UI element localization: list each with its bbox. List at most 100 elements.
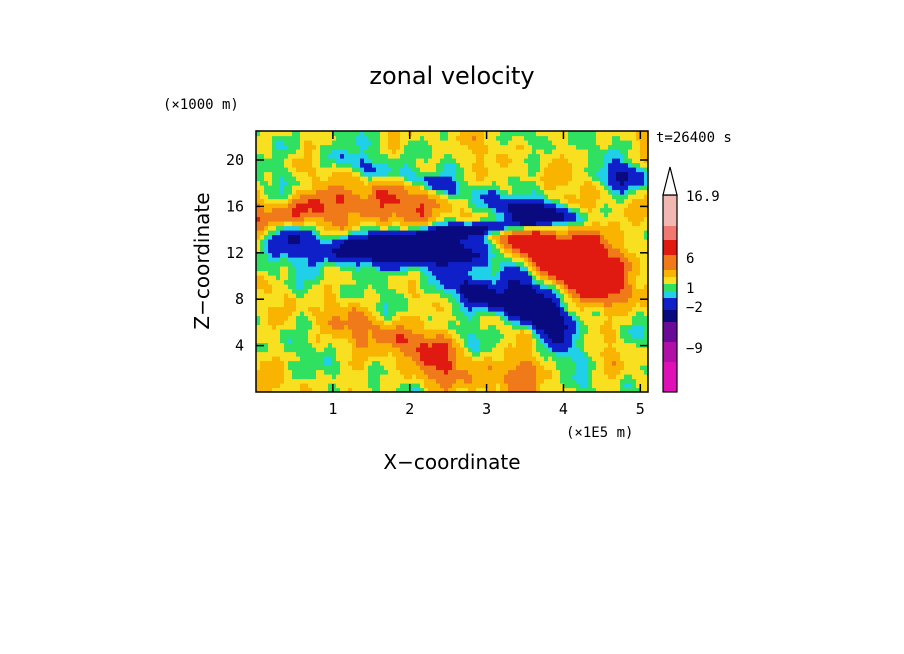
- field-cell: [560, 189, 565, 195]
- field-cell: [516, 351, 521, 357]
- field-cell: [336, 221, 341, 227]
- field-cell: [516, 234, 521, 240]
- field-cell: [352, 171, 357, 177]
- field-cell: [428, 306, 433, 312]
- field-cell: [288, 194, 293, 200]
- field-cell: [476, 189, 481, 195]
- field-cell: [456, 185, 461, 191]
- field-cell: [476, 342, 481, 348]
- field-cell: [568, 212, 573, 218]
- field-cell: [500, 198, 505, 204]
- field-cell: [360, 387, 365, 392]
- field-cell: [376, 266, 381, 272]
- field-cell: [400, 356, 405, 362]
- field-cell: [572, 158, 577, 164]
- field-cell: [396, 239, 401, 245]
- field-cell: [296, 315, 301, 321]
- field-cell: [264, 230, 269, 236]
- field-cell: [348, 261, 353, 267]
- field-cell: [592, 144, 597, 150]
- field-cell: [576, 311, 581, 317]
- field-cell: [336, 212, 341, 218]
- field-cell: [544, 356, 549, 362]
- field-cell: [504, 378, 509, 384]
- field-cell: [396, 212, 401, 218]
- field-cell: [504, 293, 509, 299]
- field-cell: [292, 356, 297, 362]
- field-cell: [508, 387, 513, 392]
- field-cell: [300, 144, 305, 150]
- field-cell: [488, 230, 493, 236]
- field-cell: [440, 297, 445, 303]
- field-cell: [556, 297, 561, 303]
- field-cell: [472, 162, 477, 168]
- field-cell: [492, 135, 497, 141]
- field-cell: [592, 248, 597, 254]
- field-cell: [420, 149, 425, 155]
- field-cell: [532, 315, 537, 321]
- field-cell: [376, 171, 381, 177]
- field-cell: [592, 378, 597, 384]
- field-cell: [352, 149, 357, 155]
- field-cell: [568, 374, 573, 380]
- field-cell: [300, 234, 305, 240]
- field-cell: [316, 306, 321, 312]
- field-cell: [320, 365, 325, 371]
- field-cell: [384, 135, 389, 141]
- field-cell: [272, 189, 277, 195]
- field-cell: [500, 243, 505, 249]
- field-cell: [564, 302, 569, 308]
- field-cell: [376, 261, 381, 267]
- field-cell: [300, 167, 305, 173]
- field-cell: [420, 176, 425, 182]
- field-cell: [288, 311, 293, 317]
- field-cell: [496, 216, 501, 222]
- field-cell: [552, 351, 557, 357]
- field-cell: [592, 279, 597, 285]
- field-cell: [456, 248, 461, 254]
- field-cell: [580, 140, 585, 146]
- field-cell: [540, 153, 545, 159]
- field-cell: [556, 284, 561, 290]
- field-cell: [528, 338, 533, 344]
- field-cell: [444, 225, 449, 231]
- field-cell: [428, 288, 433, 294]
- field-cell: [376, 194, 381, 200]
- field-cell: [412, 369, 417, 375]
- field-cell: [256, 198, 261, 204]
- field-cell: [276, 356, 281, 362]
- field-cell: [288, 234, 293, 240]
- field-cell: [536, 311, 541, 317]
- field-cell: [588, 198, 593, 204]
- field-cell: [308, 180, 313, 186]
- field-cell: [432, 234, 437, 240]
- field-cell: [260, 221, 265, 227]
- field-cell: [432, 293, 437, 299]
- field-cell: [396, 243, 401, 249]
- field-cell: [316, 248, 321, 254]
- field-cell: [340, 324, 345, 330]
- field-cell: [496, 140, 501, 146]
- field-cell: [308, 140, 313, 146]
- field-cell: [572, 162, 577, 168]
- field-cell: [540, 329, 545, 335]
- field-cell: [292, 252, 297, 258]
- field-cell: [596, 212, 601, 218]
- field-cell: [492, 144, 497, 150]
- field-cell: [356, 216, 361, 222]
- field-cell: [260, 293, 265, 299]
- field-cell: [368, 261, 373, 267]
- field-cell: [288, 356, 293, 362]
- field-cell: [456, 356, 461, 362]
- field-cell: [256, 356, 261, 362]
- field-cell: [292, 185, 297, 191]
- field-cell: [364, 252, 369, 258]
- field-cell: [428, 131, 433, 137]
- field-cell: [336, 275, 341, 281]
- field-cell: [456, 279, 461, 285]
- field-cell: [476, 230, 481, 236]
- field-cell: [336, 320, 341, 326]
- field-cell: [508, 135, 513, 141]
- field-cell: [284, 365, 289, 371]
- field-cell: [524, 135, 529, 141]
